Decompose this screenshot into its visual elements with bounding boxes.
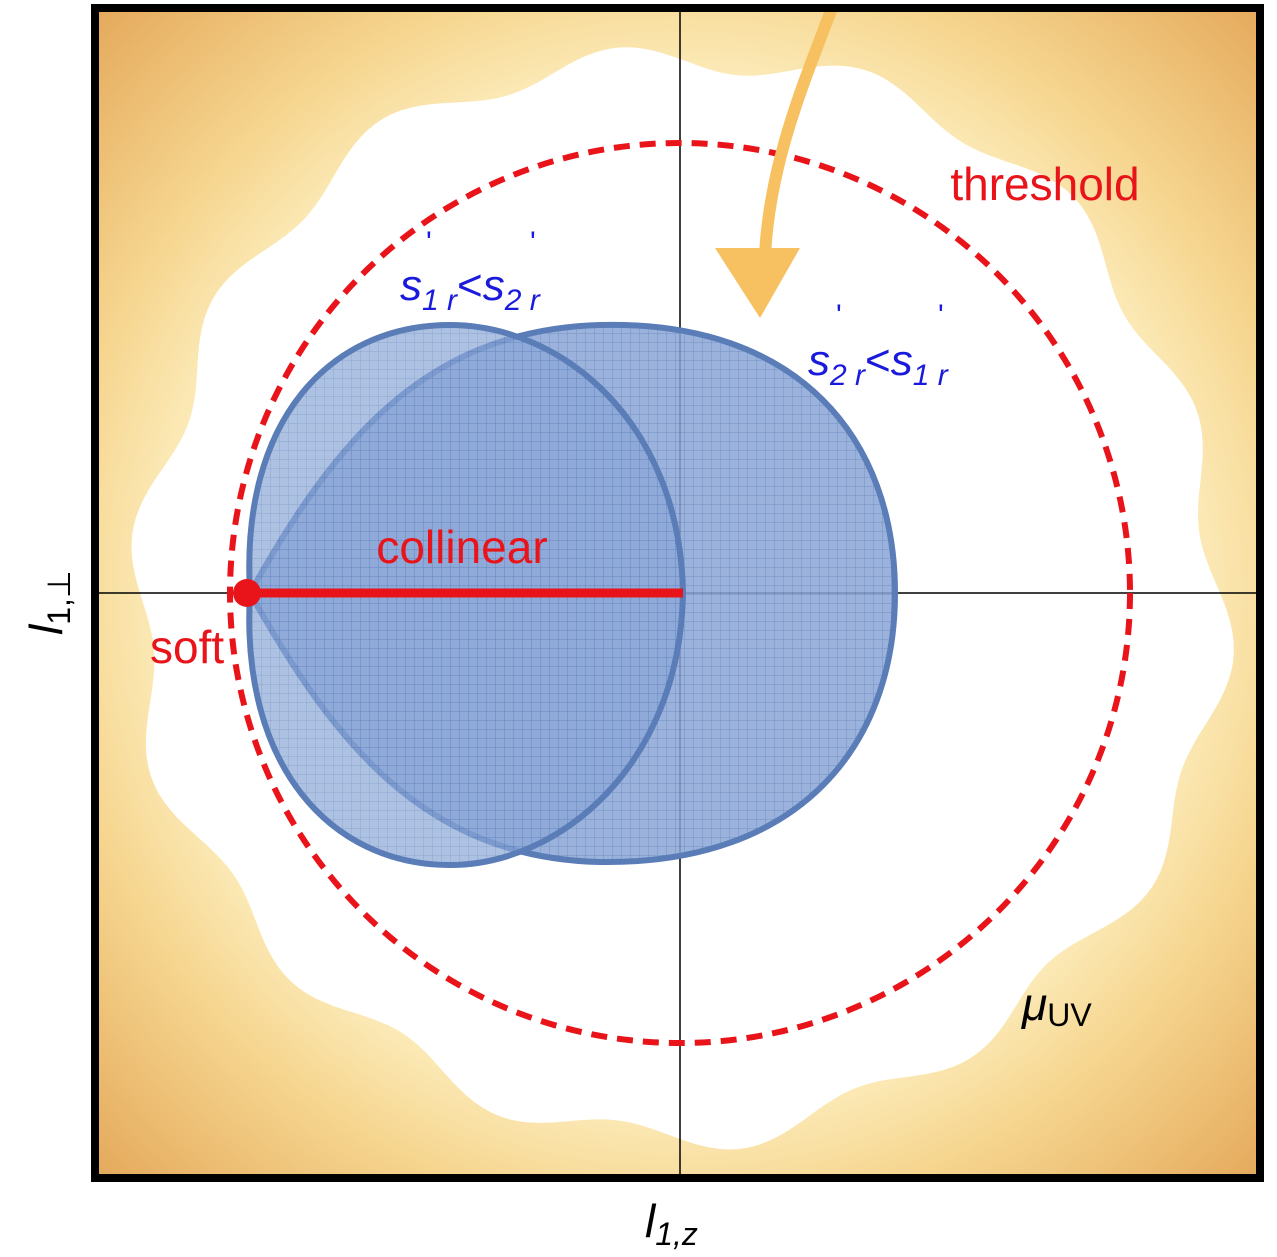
- rhs-sub: 1 r: [913, 359, 949, 392]
- uv-base: μ: [1021, 978, 1047, 1030]
- rhs-base: s: [483, 261, 505, 310]
- y-sub: 1,⊥: [41, 570, 77, 625]
- lhs-base: s: [808, 336, 830, 385]
- soft-point: [233, 579, 261, 607]
- x-sub: 1,z: [655, 1216, 698, 1252]
- prime: ': [836, 299, 842, 332]
- uv-sub: UV: [1047, 997, 1092, 1033]
- op: <: [865, 336, 891, 385]
- rhs-base: s: [891, 336, 913, 385]
- lhs-sub: 1 r: [422, 284, 458, 317]
- diagram: threshold collinear soft μUV ' s1 r<s2 r…: [0, 0, 1277, 1257]
- prime: ': [530, 226, 536, 259]
- prime: ': [938, 299, 944, 332]
- lhs-base: s: [400, 261, 422, 310]
- lhs-sub: 2 r: [829, 359, 866, 392]
- rhs-sub: 2 r: [504, 284, 541, 317]
- threshold-label: threshold: [950, 158, 1139, 210]
- prime: ': [426, 226, 432, 259]
- collinear-label: collinear: [376, 521, 547, 573]
- soft-label: soft: [150, 621, 224, 673]
- op: <: [457, 261, 483, 310]
- y-axis-label: l1,⊥: [20, 570, 77, 635]
- x-axis-label: l1,z: [645, 1195, 698, 1252]
